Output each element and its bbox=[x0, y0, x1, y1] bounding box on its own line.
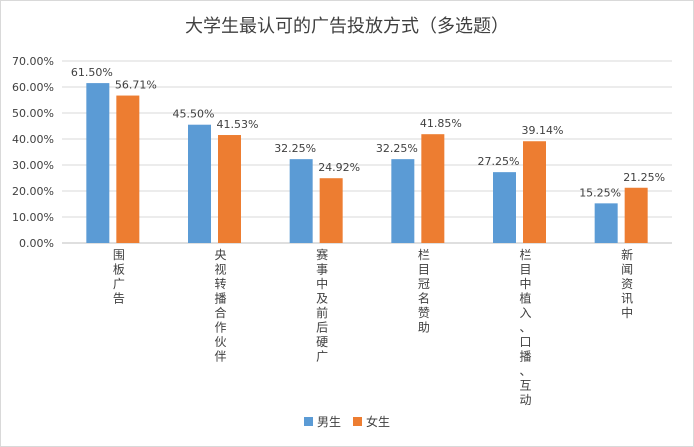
x-tick-char: 广 bbox=[316, 350, 328, 364]
data-label: 24.92% bbox=[318, 161, 360, 174]
x-tick-char: 助 bbox=[418, 321, 430, 335]
x-tick-char: 植 bbox=[519, 291, 531, 306]
bar-男生 bbox=[493, 172, 516, 243]
legend-item: 男生 bbox=[303, 413, 341, 430]
bar-女生 bbox=[319, 178, 343, 243]
bar-男生 bbox=[86, 83, 110, 243]
x-tick-char: 前 bbox=[316, 305, 328, 320]
x-tick-char: 新 bbox=[621, 247, 633, 262]
data-label: 56.71% bbox=[115, 79, 157, 92]
bar-女生 bbox=[624, 187, 648, 243]
bar-男生 bbox=[391, 159, 415, 243]
x-tick-char: 转 bbox=[214, 276, 226, 291]
data-label: 45.50% bbox=[173, 108, 215, 121]
x-tick-char: 赞 bbox=[418, 306, 430, 320]
data-label: 27.25% bbox=[478, 155, 520, 168]
x-tick-char: 广 bbox=[113, 277, 125, 291]
legend-label: 男生 bbox=[316, 415, 341, 429]
y-tick-label: 30.00% bbox=[12, 159, 54, 172]
x-tick-char: 及 bbox=[316, 292, 328, 306]
bar-女生 bbox=[421, 134, 445, 243]
legend-label: 女生 bbox=[366, 415, 391, 429]
data-label: 41.85% bbox=[420, 117, 462, 130]
data-label: 39.14% bbox=[522, 124, 564, 137]
x-tick-char: 中 bbox=[621, 305, 633, 320]
x-tick-char: 入 bbox=[519, 306, 531, 320]
x-tick-char: 播 bbox=[214, 292, 226, 306]
data-label: 32.25% bbox=[274, 142, 316, 155]
y-tick-label: 50.00% bbox=[12, 107, 54, 120]
x-tick-char: 、 bbox=[519, 321, 531, 335]
x-tick-char: 口 bbox=[519, 335, 531, 349]
x-tick-char: 讯 bbox=[621, 292, 633, 306]
x-tick-char: 央 bbox=[214, 248, 226, 262]
data-label: 41.53% bbox=[217, 118, 259, 131]
x-tick-char: 播 bbox=[519, 350, 531, 364]
y-tick-label: 40.00% bbox=[12, 133, 54, 146]
bar-男生 bbox=[289, 159, 313, 243]
bar-女生 bbox=[218, 135, 241, 243]
bar-男生 bbox=[188, 124, 211, 243]
chart-legend: 男生 女生 bbox=[0, 413, 694, 430]
x-tick-char: 中 bbox=[316, 276, 328, 291]
legend-swatch bbox=[303, 417, 313, 426]
y-tick-label: 20.00% bbox=[12, 185, 54, 198]
x-tick-char: 资 bbox=[621, 277, 633, 291]
x-tick-char: 赛 bbox=[316, 247, 328, 262]
data-label: 32.25% bbox=[376, 142, 418, 155]
bar-男生 bbox=[594, 203, 618, 243]
x-tick-char: 合 bbox=[214, 305, 226, 320]
y-tick-label: 70.00% bbox=[12, 55, 54, 68]
legend-swatch bbox=[353, 417, 362, 426]
x-tick-char: 伙 bbox=[214, 335, 226, 349]
x-tick-char: 伴 bbox=[214, 350, 226, 364]
x-tick-char: 、 bbox=[519, 364, 531, 378]
y-tick-label: 10.00% bbox=[12, 211, 54, 224]
x-tick-char: 中 bbox=[519, 276, 531, 291]
bar-女生 bbox=[523, 141, 546, 243]
x-tick-char: 栏 bbox=[418, 247, 430, 262]
x-tick-char: 目 bbox=[519, 263, 531, 277]
x-tick-char: 栏 bbox=[519, 247, 531, 262]
x-tick-char: 动 bbox=[519, 393, 531, 407]
x-tick-char: 闻 bbox=[621, 263, 633, 277]
data-label: 15.25% bbox=[579, 186, 621, 199]
x-tick-char: 作 bbox=[214, 321, 226, 335]
x-tick-char: 互 bbox=[519, 379, 531, 393]
x-tick-char: 冠 bbox=[418, 277, 430, 291]
x-tick-char: 名 bbox=[418, 291, 430, 306]
chart-title: 大学生最认可的广告投放方式（多选题） bbox=[185, 16, 509, 37]
x-tick-char: 围 bbox=[113, 248, 125, 262]
x-tick-char: 告 bbox=[113, 292, 125, 306]
y-tick-label: 0.00% bbox=[19, 237, 54, 250]
x-tick-char: 事 bbox=[316, 263, 328, 277]
data-label: 61.50% bbox=[71, 66, 113, 79]
x-tick-char: 板 bbox=[113, 263, 125, 277]
y-tick-label: 60.00% bbox=[12, 81, 54, 94]
legend-item: 女生 bbox=[353, 413, 390, 430]
bar-女生 bbox=[116, 95, 140, 243]
x-tick-char: 目 bbox=[418, 263, 430, 277]
x-tick-char: 视 bbox=[214, 262, 226, 277]
x-tick-char: 硬 bbox=[316, 335, 328, 349]
x-tick-char: 后 bbox=[316, 321, 328, 335]
data-label: 21.25% bbox=[623, 171, 665, 184]
